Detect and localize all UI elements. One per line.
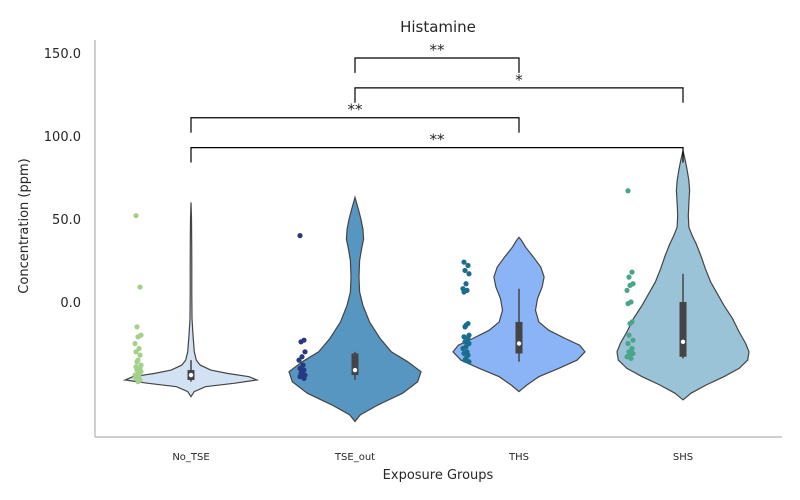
significance-label: ** (348, 101, 364, 119)
point-No_TSE (133, 213, 139, 219)
median-THS (516, 341, 522, 346)
point-THS (461, 334, 467, 340)
point-THS (461, 350, 467, 357)
inner-boxes (187, 273, 687, 382)
axes: 0.0 50.0 100.0 150.0 No_TSE TSE_out THS SHS (44, 40, 782, 463)
chart-title: Histamine (400, 18, 476, 36)
point-SHS (627, 282, 633, 288)
iqr-box-TSE_out (351, 353, 359, 376)
point-SHS (625, 340, 631, 347)
point-THS (466, 271, 472, 277)
significance-label: * (515, 71, 523, 89)
significance-label: ** (430, 131, 446, 149)
point-SHS (628, 355, 634, 362)
y-tick-label: 50.0 (52, 213, 81, 228)
data-points (132, 188, 636, 385)
y-tick-label: 150.0 (44, 47, 81, 62)
iqr-box-THS (515, 321, 523, 354)
y-tick-label: 0.0 (60, 296, 81, 311)
x-tick-label: TSE_out (334, 452, 375, 463)
point-THS (461, 259, 467, 265)
median-SHS (680, 339, 686, 345)
point-SHS (626, 332, 632, 338)
point-THS (463, 281, 469, 287)
bracket-TSE_out-THS (354, 57, 520, 73)
bracket-No_TSE-SHS (190, 147, 684, 163)
significance-label: ** (430, 41, 446, 59)
point-SHS (624, 354, 630, 360)
point-THS (466, 359, 472, 365)
point-SHS (626, 274, 632, 280)
point-SHS (624, 287, 630, 293)
point-TSE_out (301, 375, 307, 381)
point-No_TSE (134, 324, 140, 330)
significance-brackets: ******* (190, 41, 684, 163)
point-SHS (625, 188, 631, 194)
point-THS (462, 267, 468, 274)
point-TSE_out (297, 233, 303, 239)
point-SHS (625, 301, 631, 307)
y-tick-label: 100.0 (44, 130, 81, 145)
point-No_TSE (137, 284, 143, 290)
point-THS (466, 340, 472, 347)
point-No_TSE (137, 352, 143, 358)
x-tick-label: THS (508, 452, 529, 463)
point-No_TSE (136, 345, 142, 352)
point-THS (460, 345, 466, 352)
violin-No_TSE (122, 202, 260, 398)
point-TSE_out (297, 374, 303, 380)
point-THS (465, 335, 471, 342)
median-TSE_out (352, 367, 358, 373)
point-No_TSE (135, 334, 141, 340)
bracket-No_TSE-THS (190, 117, 520, 133)
point-THS (462, 324, 468, 330)
x-axis-label: Exposure Groups (383, 468, 494, 483)
bracket-TSE_out-SHS (354, 87, 684, 103)
point-No_TSE (134, 359, 140, 365)
point-SHS (630, 337, 636, 343)
y-axis-label: Concentration (ppm) (17, 158, 32, 293)
point-THS (461, 289, 467, 295)
point-THS (462, 357, 468, 363)
point-TSE_out (296, 357, 302, 363)
point-No_TSE (132, 340, 138, 347)
point-SHS (629, 269, 635, 275)
violins (122, 150, 750, 423)
point-THS (462, 339, 468, 345)
iqr-box-SHS (679, 302, 687, 357)
point-TSE_out (300, 362, 306, 368)
point-THS (465, 262, 471, 269)
median-No_TSE (188, 372, 194, 378)
x-tick-label: No_TSE (172, 452, 209, 463)
point-SHS (627, 320, 633, 327)
x-tick-label: SHS (673, 452, 693, 463)
point-TSE_out (299, 354, 305, 360)
point-TSE_out (302, 349, 308, 355)
point-TSE_out (298, 339, 304, 345)
point-SHS (629, 345, 635, 352)
violin-TSE_out (288, 195, 422, 423)
point-No_TSE (135, 379, 141, 385)
point-No_TSE (133, 349, 139, 355)
